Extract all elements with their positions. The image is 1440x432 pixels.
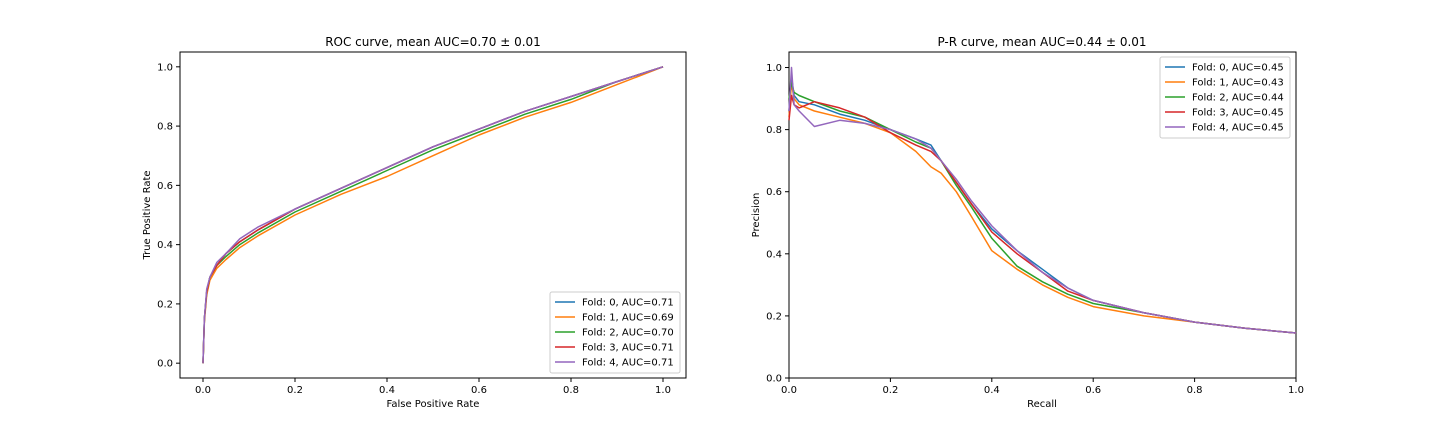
pr-x-tick-label: 1.0 [1288,385,1304,396]
roc-axes-frame [179,51,687,379]
roc-legend-label-3: Fold: 3, AUC=0.71 [582,343,674,354]
roc-y-tick-label: 0.6 [157,181,173,192]
pr-x-ticks: 0.0 0.2 0.4 0.6 0.8 1.0 [781,378,1304,396]
pr-y-tick-label: 0.0 [766,374,782,385]
pr-x-tick-label: 0.2 [882,385,898,396]
roc-y-tick-label: 0.8 [157,122,173,133]
roc-series-lines [202,66,664,364]
roc-x-tick-label: 0.8 [563,385,579,396]
pr-legend-label-1: Fold: 1, AUC=0.43 [1192,78,1284,89]
pr-x-axis-label: Recall [1027,399,1057,410]
roc-x-tick-label: 0.6 [471,385,487,396]
pr-legend-label-4: Fold: 4, AUC=0.45 [1192,123,1284,134]
pr-y-tick-label: 0.8 [766,125,782,136]
pr-x-tick-label: 0.6 [1085,385,1101,396]
pr-legend-label-3: Fold: 3, AUC=0.45 [1192,108,1284,119]
roc-legend-label-0: Fold: 0, AUC=0.71 [582,298,674,309]
pr-x-tick-label: 0.8 [1187,385,1203,396]
pr-y-axis-label: Precision [751,193,762,238]
pr-y-ticks: 0.0 0.2 0.4 0.6 0.8 1.0 [766,63,789,385]
roc-legend: Fold: 0, AUC=0.71 Fold: 1, AUC=0.69 Fold: … [549,291,681,374]
pr-x-tick-label: 0.4 [984,385,1000,396]
roc-x-tick-label: 0.0 [195,385,211,396]
pr-axes-frame [788,51,1297,379]
roc-legend-label-1: Fold: 1, AUC=0.69 [582,313,674,324]
roc-x-axis-label: False Positive Rate [387,399,480,410]
roc-x-tick-label: 0.4 [379,385,395,396]
pr-legend: Fold: 0, AUC=0.45 Fold: 1, AUC=0.43 Fold: … [1159,56,1291,139]
pr-series-line-fold-4 [788,66,1297,334]
roc-chart: ROC curve, mean AUC=0.70 ± 0.01 0.0 0.2 0.… [142,35,687,410]
roc-legend-label-2: Fold: 2, AUC=0.70 [582,328,674,339]
pr-title: P-R curve, mean AUC=0.44 ± 0.01 [937,35,1146,49]
pr-series-lines [788,66,1297,334]
pr-series-line-fold-2 [788,82,1297,334]
roc-x-ticks: 0.0 0.2 0.4 0.6 0.8 1.0 [195,378,671,396]
roc-y-ticks: 0.0 0.2 0.4 0.6 0.8 1.0 [157,62,180,370]
pr-y-tick-label: 1.0 [766,63,782,74]
roc-y-tick-label: 0.0 [157,359,173,370]
roc-series-line-fold-4 [202,66,664,364]
pr-series-line-fold-1 [788,82,1297,334]
roc-y-axis-label: True Positive Rate [142,170,153,260]
pr-legend-label-2: Fold: 2, AUC=0.44 [1192,93,1284,104]
roc-x-tick-label: 0.2 [287,385,303,396]
pr-y-tick-label: 0.2 [766,311,782,322]
roc-legend-box [549,291,681,374]
pr-legend-label-0: Fold: 0, AUC=0.45 [1192,63,1284,74]
pr-chart: P-R curve, mean AUC=0.44 ± 0.01 0.0 0.2 0.… [751,35,1304,410]
roc-y-tick-label: 1.0 [157,62,173,73]
roc-y-tick-label: 0.2 [157,299,173,310]
roc-legend-label-4: Fold: 4, AUC=0.71 [582,358,674,369]
pr-y-tick-label: 0.6 [766,187,782,198]
roc-y-tick-label: 0.4 [157,240,173,251]
pr-legend-box [1159,56,1291,139]
roc-x-tick-label: 1.0 [655,385,671,396]
roc-title: ROC curve, mean AUC=0.70 ± 0.01 [325,35,541,49]
pr-x-tick-label: 0.0 [781,385,797,396]
pr-y-tick-label: 0.4 [766,249,782,260]
